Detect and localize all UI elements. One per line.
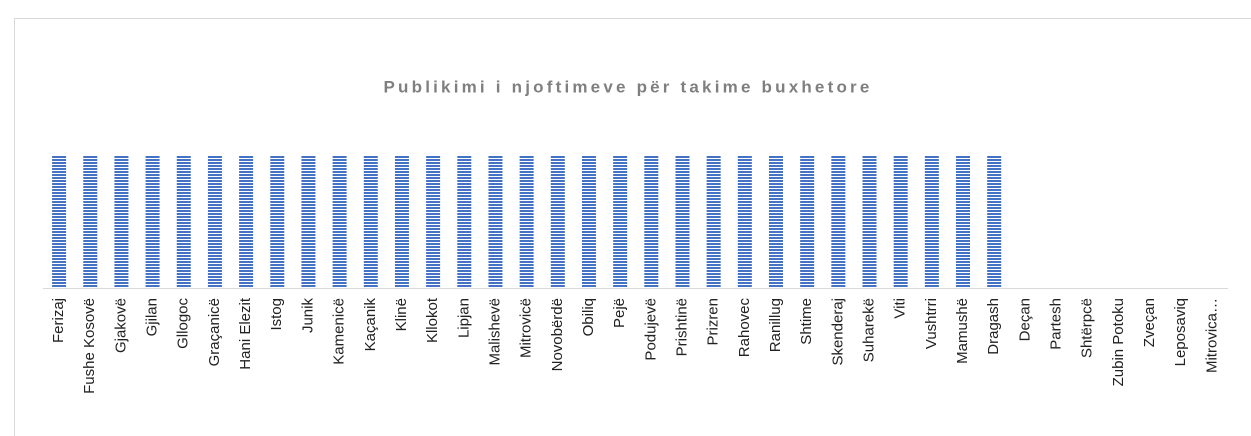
x-tick-label: Pejë [611,298,628,328]
bar [301,155,316,288]
bar [114,155,129,288]
bar [831,155,846,288]
bar [987,155,1002,288]
bar [270,155,285,288]
x-tick-label: Gjakovë [112,298,129,353]
x-tick-label: Viti [892,298,909,319]
bar [176,155,191,288]
x-tick-label: Fushe Kosovë [81,298,98,394]
x-tick-label: Shtime [798,298,815,345]
x-tick-label: Skenderaj [829,298,846,366]
x-tick-label: Kamenicë [331,298,348,365]
x-tick-label: Rahovec [736,298,753,358]
bar [768,155,783,288]
bar [613,155,628,288]
bar [706,155,721,288]
x-tick-label: Malishevë [486,298,503,366]
bar [207,155,222,288]
bar [893,155,908,288]
bar [488,155,503,288]
x-tick-label: Novobërdë [549,298,566,371]
bar [332,155,347,288]
x-tick-label: Leposaviq [1172,298,1189,366]
x-tick-label: Podujevë [642,298,659,361]
x-tick-label: Shtërpcë [1079,298,1096,358]
x-tick-label: Kaçanik [362,298,379,352]
x-tick-label: Ferizaj [50,298,67,343]
bar [550,155,565,288]
x-tick-label: Mitrovica… [1203,298,1220,373]
bar [52,155,67,288]
x-tick-label: Ranillug [767,298,784,352]
x-tick-label: Zveçan [1141,298,1158,347]
x-tick-label: Prizren [705,298,722,346]
bar [519,155,534,288]
x-tick-label: Istog [268,298,285,331]
bar [644,155,659,288]
x-tick-label: Prishtinë [673,298,690,356]
bar [675,155,690,288]
bar [581,155,596,288]
x-tick-label: Klinë [393,298,410,331]
bar [924,155,939,288]
bar [956,155,971,288]
bar [83,155,98,288]
x-tick-label: Gllogoc [175,298,192,349]
bar [363,155,378,288]
bar [426,155,441,288]
chart-frame [14,18,1251,436]
x-tick-label: Hani Elezit [237,297,254,370]
x-tick-label: Deçan [1016,298,1033,341]
bar [862,155,877,288]
x-tick-label: Junik [299,298,316,334]
x-tick-label: Partesh [1047,298,1064,350]
x-tick-label: Mitrovicë [518,298,535,358]
x-tick-label: Lipjan [455,298,472,338]
x-tick-label: Zubin Potoku [1110,298,1127,386]
x-tick-label: Kllokot [424,297,441,343]
bar [737,155,752,288]
bar [394,155,409,288]
x-tick-label: Gjilan [144,298,161,336]
bar [457,155,472,288]
x-tick-label: Suharekë [860,298,877,362]
chart-title: Publikimi i njoftimeve për takime buxhet… [383,77,872,96]
x-tick-label: Graçanicë [206,298,223,366]
x-tick-label: Mamushë [954,298,971,364]
x-tick-label: Vushtrri [923,298,940,349]
bar [239,155,254,288]
bar [800,155,815,288]
bar [145,155,160,288]
x-tick-label: Dragash [985,298,1002,355]
x-tick-label: Obiliq [580,298,597,336]
